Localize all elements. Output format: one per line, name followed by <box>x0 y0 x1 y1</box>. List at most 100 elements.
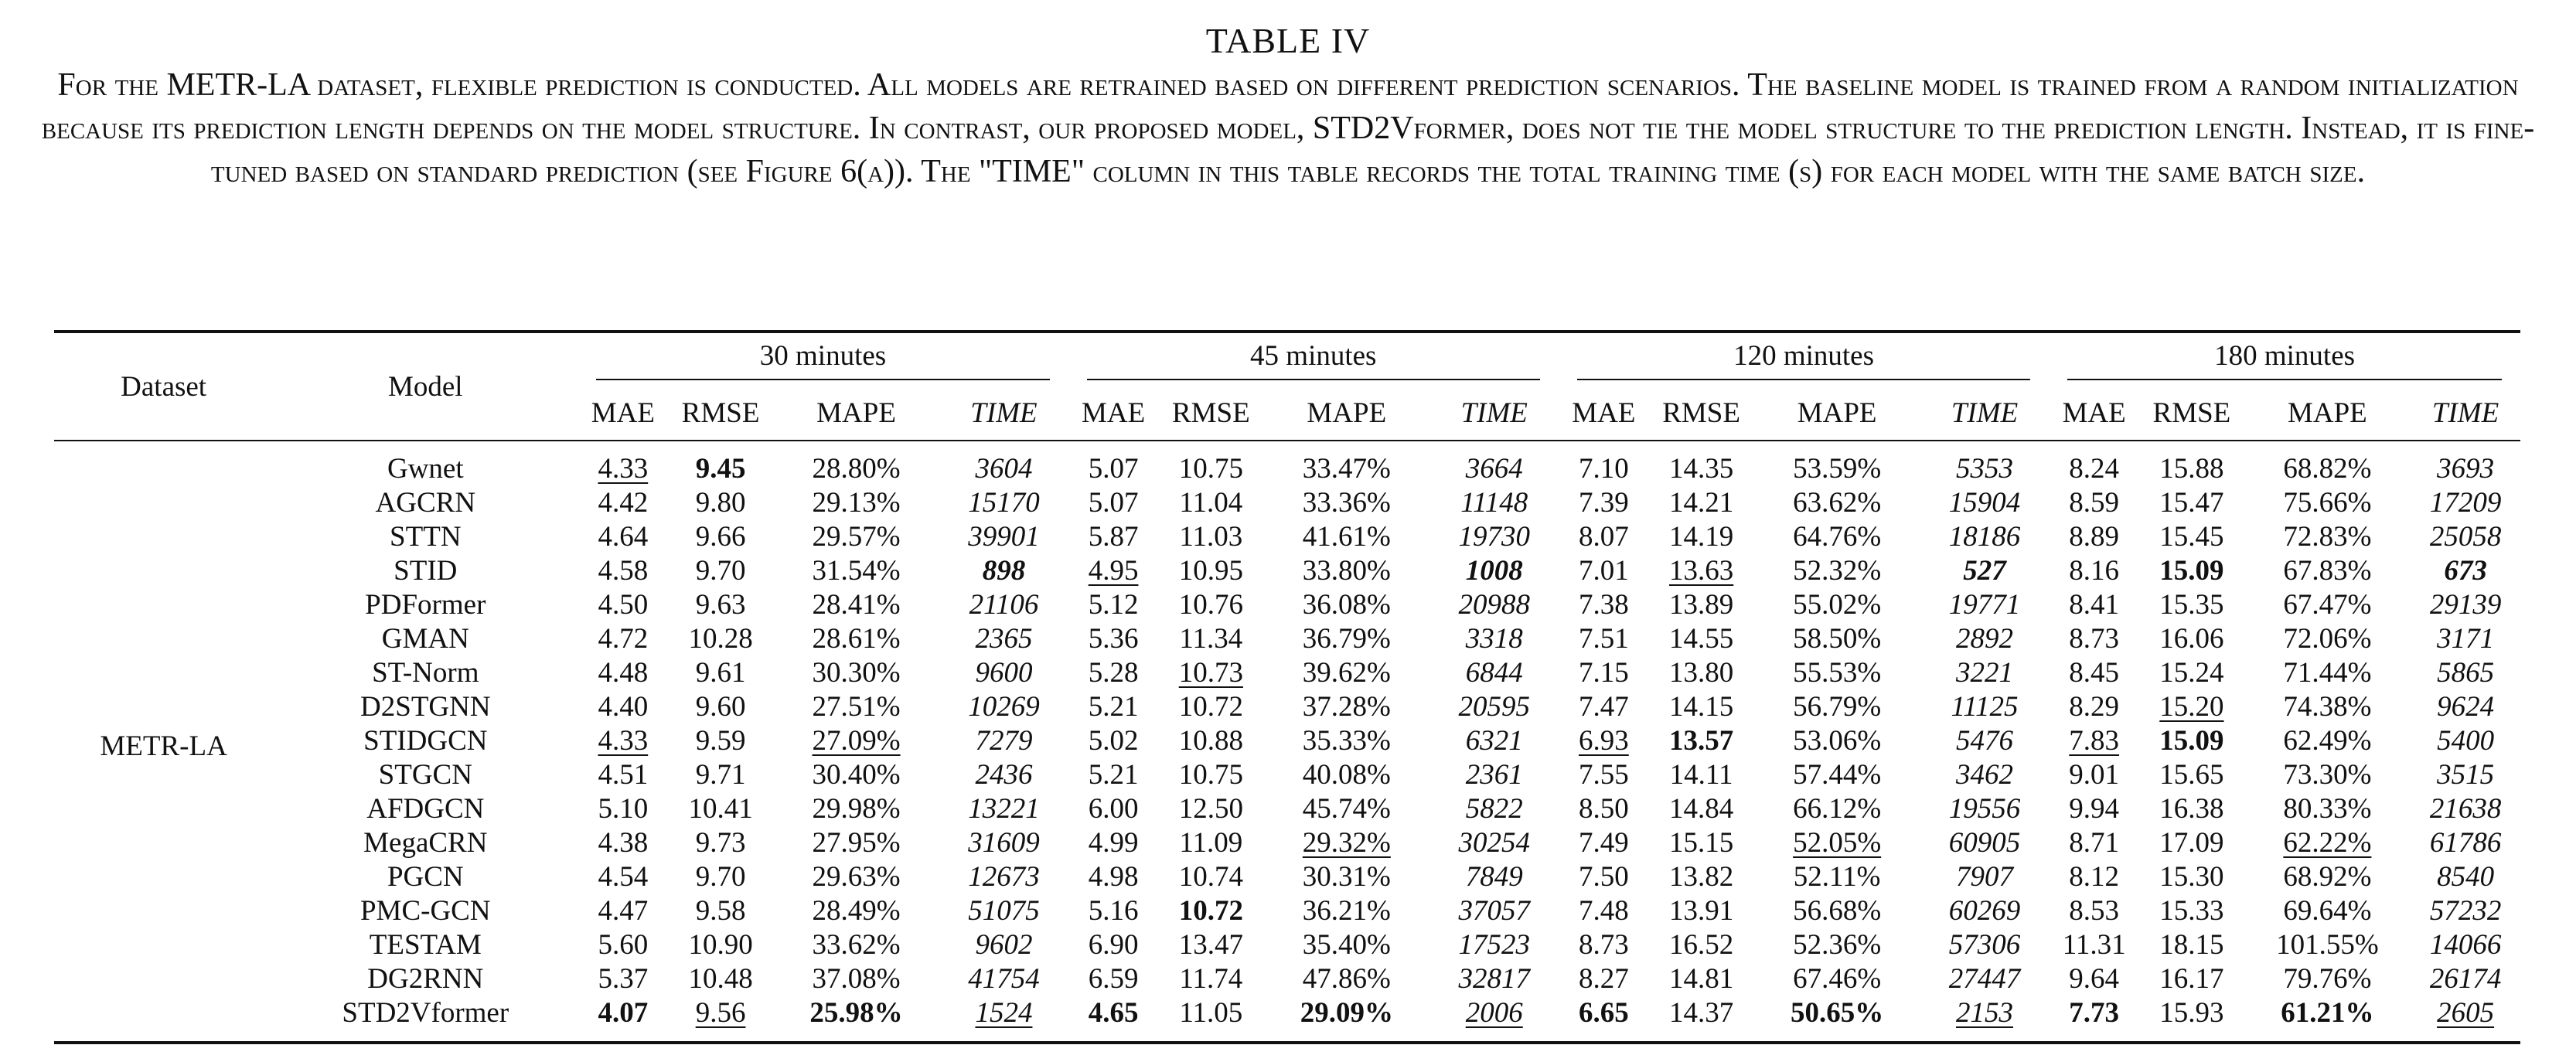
metric-cell: 33.47% <box>1302 453 1391 485</box>
metric-cell: 4.95 <box>1088 555 1139 587</box>
metric-cell: 12.50 <box>1178 793 1243 825</box>
table-row: STTN 4.64 9.66 29.57% 39901 5.87 11.03 41.61% 19… <box>54 520 2520 554</box>
metric-cell: 9.59 <box>695 725 746 757</box>
metric-cell: 7.01 <box>1579 555 1629 587</box>
metric-cell: 52.36% <box>1793 929 1882 961</box>
metric-cell: 16.06 <box>2159 623 2224 655</box>
metric-cell: 3515 <box>2437 759 2495 791</box>
metric-cell: 1008 <box>1465 555 1523 587</box>
metric-cell: 67.83% <box>2283 555 2372 587</box>
metric-cell: 15.09 <box>2159 725 2224 757</box>
metric-header: MAE <box>2062 397 2126 429</box>
metric-cell: 9.94 <box>2069 793 2120 825</box>
metric-cell: 67.46% <box>1793 963 1882 995</box>
metric-cell: 6844 <box>1465 657 1523 689</box>
metric-cell: 14.15 <box>1669 691 1734 723</box>
metric-header: MAPE <box>1307 397 1387 429</box>
metric-cell: 10.90 <box>688 929 753 961</box>
metric-cell: 33.80% <box>1302 555 1391 587</box>
metric-cell: 41.61% <box>1302 521 1391 553</box>
metric-cell: 7.15 <box>1579 657 1629 689</box>
metric-cell: 29.57% <box>812 521 901 553</box>
table-row: STGCN 4.51 9.71 30.40% 2436 5.21 10.75 40.08% 23… <box>54 758 2520 792</box>
metric-cell: 15.35 <box>2159 589 2224 621</box>
metric-cell: 9.58 <box>695 895 746 927</box>
metric-cell: 7.83 <box>2069 725 2120 757</box>
metric-cell: 7.50 <box>1579 861 1629 893</box>
metric-cell: 16.52 <box>1669 929 1734 961</box>
metric-cell: 29.32% <box>1302 827 1391 859</box>
model-name-cell: AFDGCN <box>366 793 485 825</box>
metric-cell: 53.06% <box>1793 725 1882 757</box>
metric-cell: 11.03 <box>1179 521 1243 553</box>
metric-cell: 52.05% <box>1793 827 1882 859</box>
metric-cell: 8.12 <box>2069 861 2120 893</box>
metric-cell: 30.40% <box>812 759 901 791</box>
metric-cell: 57.44% <box>1793 759 1882 791</box>
group-header-180: 180 minutes <box>2049 332 2520 386</box>
metric-cell: 15.88 <box>2159 453 2224 485</box>
metric-cell: 61786 <box>2429 827 2502 859</box>
metric-cell: 13.91 <box>1669 895 1734 927</box>
metric-cell: 6.65 <box>1579 997 1629 1029</box>
metric-cell: 9600 <box>975 657 1033 689</box>
metric-cell: 15.33 <box>2159 895 2224 927</box>
metric-cell: 13.57 <box>1669 725 1734 757</box>
model-name-cell: AGCRN <box>375 487 476 519</box>
table-row: TESTAM 5.60 10.90 33.62% 9602 6.90 13.47 35.40%… <box>54 928 2520 962</box>
metric-cell: 7279 <box>975 725 1033 757</box>
table-row: D2STGNN 4.40 9.60 27.51% 10269 5.21 10.72 37.28… <box>54 690 2520 724</box>
metric-cell: 4.50 <box>598 589 649 621</box>
metric-cell: 14.21 <box>1669 487 1734 519</box>
metric-cell: 3664 <box>1465 453 1523 485</box>
metric-cell: 27.51% <box>812 691 901 723</box>
metric-cell: 45.74% <box>1302 793 1391 825</box>
metric-cell: 41754 <box>968 963 1040 995</box>
metric-cell: 11148 <box>1460 487 1528 519</box>
metric-cell: 10.75 <box>1178 453 1243 485</box>
metric-cell: 18.15 <box>2159 929 2224 961</box>
metric-cell: 10.28 <box>688 623 753 655</box>
metric-cell: 527 <box>1963 555 2006 587</box>
metric-cell: 56.79% <box>1793 691 1882 723</box>
metric-cell: 27.09% <box>812 725 901 757</box>
metric-cell: 5822 <box>1465 793 1523 825</box>
metric-cell: 61.21% <box>2281 997 2374 1029</box>
metric-cell: 13221 <box>968 793 1040 825</box>
metric-cell: 8.27 <box>1579 963 1629 995</box>
metric-cell: 67.47% <box>2283 589 2372 621</box>
model-name-cell: MegaCRN <box>363 827 488 859</box>
metric-cell: 17523 <box>1458 929 1531 961</box>
metric-cell: 8.16 <box>2069 555 2120 587</box>
metric-cell: 9.73 <box>695 827 746 859</box>
metric-cell: 10269 <box>968 691 1040 723</box>
metric-cell: 6.00 <box>1088 793 1139 825</box>
metric-cell: 28.41% <box>812 589 901 621</box>
metric-cell: 31.54% <box>812 555 901 587</box>
metric-cell: 11.31 <box>2062 929 2126 961</box>
metric-cell: 21638 <box>2429 793 2502 825</box>
table-row: STD2Vformer 4.07 9.56 25.98% 1524 4.65 11.05 29… <box>54 996 2520 1043</box>
metric-cell: 13.89 <box>1669 589 1734 621</box>
metric-header: MAE <box>591 397 655 429</box>
metric-cell: 4.48 <box>598 657 649 689</box>
metric-cell: 5.28 <box>1088 657 1139 689</box>
metric-header: MAE <box>1572 397 1636 429</box>
table-body: METR-LA Gwnet 4.33 9.45 28.80% 3604 5.07 10.75 3… <box>54 441 2520 1043</box>
model-name-cell: STGCN <box>378 759 472 791</box>
metric-cell: 8.07 <box>1579 521 1629 553</box>
metric-cell: 39901 <box>968 521 1040 553</box>
model-header: Model <box>387 370 463 403</box>
metric-cell: 8.45 <box>2069 657 2120 689</box>
metric-cell: 36.79% <box>1302 623 1391 655</box>
metric-cell: 15904 <box>1948 487 2021 519</box>
metric-cell: 14.35 <box>1669 453 1734 485</box>
metric-header: TIME <box>970 397 1038 429</box>
metric-cell: 64.76% <box>1793 521 1882 553</box>
metric-cell: 5.21 <box>1088 759 1139 791</box>
metric-cell: 15.20 <box>2159 691 2224 723</box>
table-row: STID 4.58 9.70 31.54% 898 4.95 10.95 33.80% 1008… <box>54 554 2520 588</box>
metric-cell: 9.01 <box>2069 759 2120 791</box>
metric-cell: 2436 <box>975 759 1033 791</box>
metric-cell: 35.33% <box>1302 725 1391 757</box>
